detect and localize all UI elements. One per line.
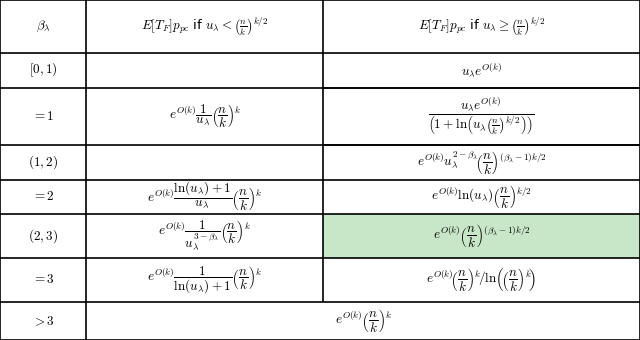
Text: $=3$: $=3$ (32, 273, 54, 286)
Text: $[0,1)$: $[0,1)$ (29, 62, 58, 80)
Text: $e^{O(k)}\dfrac{1}{u_\lambda}\left(\dfrac{n}{k}\right)^{k}$: $e^{O(k)}\dfrac{1}{u_\lambda}\left(\dfra… (168, 103, 241, 130)
Text: $\dfrac{u_\lambda e^{O(k)}}{\left(1+\ln\!\left(u_\lambda\left(\frac{n}{k}\right): $\dfrac{u_\lambda e^{O(k)}}{\left(1+\ln\… (428, 96, 535, 137)
Text: $E[T_F]p_{pc}$ if $u_\lambda < \left(\frac{n}{k}\right)^{k/2}$: $E[T_F]p_{pc}$ if $u_\lambda < \left(\fr… (141, 16, 269, 38)
Text: $e^{O(k)}\dfrac{\ln(u_\lambda)+1}{u_\lambda}\left(\dfrac{n}{k}\right)^{k}$: $e^{O(k)}\dfrac{\ln(u_\lambda)+1}{u_\lam… (147, 180, 262, 213)
Text: $e^{O(k)}\ln(u_\lambda)\left(\dfrac{n}{k}\right)^{k/2}$: $e^{O(k)}\ln(u_\lambda)\left(\dfrac{n}{k… (431, 183, 532, 210)
Text: $e^{O(k)}\left(\dfrac{n}{k}\right)^{(\beta_\lambda-1)k/2}$: $e^{O(k)}\left(\dfrac{n}{k}\right)^{(\be… (433, 222, 531, 250)
Text: $e^{O(k)}\!\left(\dfrac{n}{k}\right)^{k}\!/\ln\!\left(\!\left(\dfrac{n}{k}\right: $e^{O(k)}\!\left(\dfrac{n}{k}\right)^{k}… (426, 266, 537, 293)
Text: $e^{O(k)}\dfrac{1}{u_\lambda^{3-\beta_\lambda}}\left(\dfrac{n}{k}\right)^{k}$: $e^{O(k)}\dfrac{1}{u_\lambda^{3-\beta_\l… (159, 219, 251, 253)
Text: $e^{O(k)}u_\lambda^{2-\beta_\lambda}\!\left(\dfrac{n}{k}\right)^{(\beta_\lambda-: $e^{O(k)}u_\lambda^{2-\beta_\lambda}\!\l… (417, 149, 547, 176)
Text: $=1$: $=1$ (32, 110, 54, 123)
Text: $=2$: $=2$ (32, 190, 54, 203)
Text: $e^{O(k)}\dfrac{1}{\ln(u_\lambda)+1}\left(\dfrac{n}{k}\right)^{k}$: $e^{O(k)}\dfrac{1}{\ln(u_\lambda)+1}\lef… (147, 265, 262, 295)
Text: $e^{O(k)}\left(\dfrac{n}{k}\right)^{k}$: $e^{O(k)}\left(\dfrac{n}{k}\right)^{k}$ (335, 307, 392, 335)
Text: $E[T_F]p_{pc}$ if $u_\lambda \geq \left(\frac{n}{k}\right)^{k/2}$: $E[T_F]p_{pc}$ if $u_\lambda \geq \left(… (418, 16, 545, 38)
Bar (323, 214, 640, 258)
Text: $>3$: $>3$ (32, 314, 54, 328)
Text: $\beta_\lambda$: $\beta_\lambda$ (36, 19, 51, 34)
Text: $(2,3)$: $(2,3)$ (28, 227, 58, 245)
Text: $(1,2)$: $(1,2)$ (28, 153, 58, 171)
Text: $u_\lambda e^{O(k)}$: $u_\lambda e^{O(k)}$ (461, 62, 502, 80)
